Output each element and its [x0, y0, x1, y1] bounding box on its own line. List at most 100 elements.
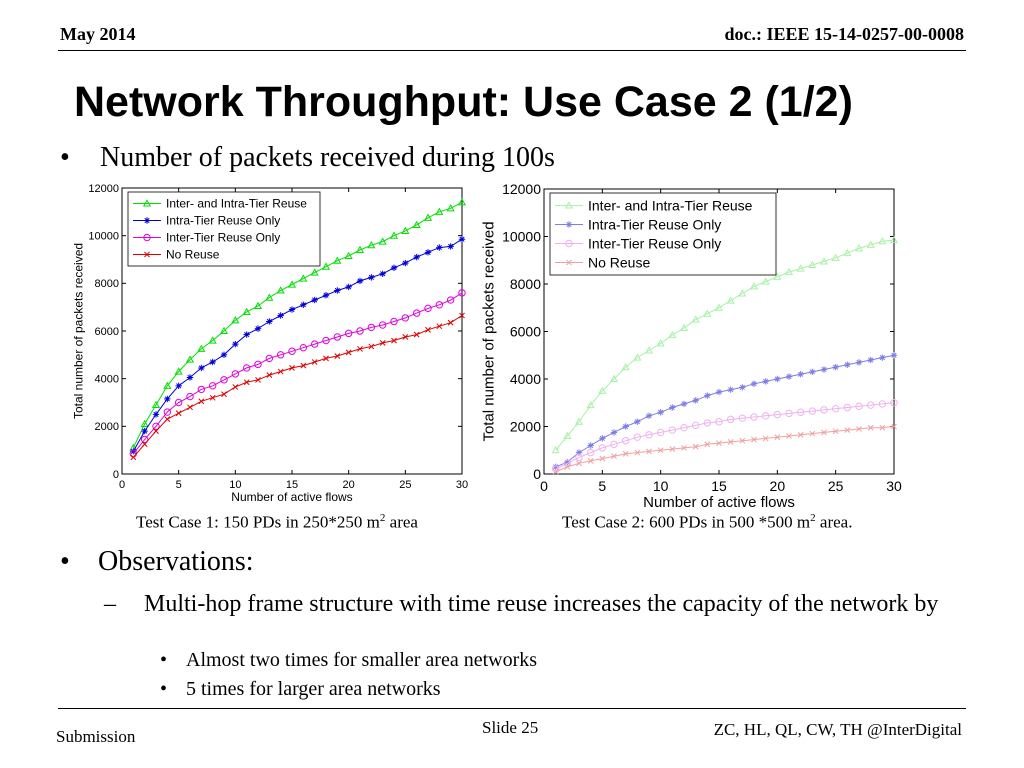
data-point	[220, 351, 228, 359]
y-axis-label: Total number of packets received	[71, 243, 85, 419]
y-tick-label: 2000	[95, 421, 119, 433]
data-point	[762, 378, 769, 385]
series-line	[132, 292, 463, 455]
data-point	[174, 398, 183, 407]
caption-test-case-2: Test Case 2: 600 PDs in 500 *500 m2 area…	[562, 512, 852, 533]
legend-label: Inter-Tier Reuse Only	[166, 231, 280, 245]
data-point	[551, 446, 560, 454]
chart-test-case-1: 0 5 10 15 20 25 30 0 2000 4000 6000 8000 10000 12000 N…	[71, 183, 468, 504]
sub-bullet-dot: •	[160, 678, 168, 700]
data-point	[622, 423, 629, 430]
data-point	[633, 353, 642, 361]
data-point	[785, 409, 793, 418]
caption-right-after: area.	[815, 512, 853, 532]
data-point	[679, 323, 689, 331]
series-2	[551, 399, 898, 473]
series-3	[552, 423, 897, 475]
legend-entry: Intra-Tier Reuse Only	[555, 216, 721, 232]
data-point	[751, 436, 757, 443]
data-point	[867, 424, 874, 431]
y-tick-label: 12000	[88, 183, 119, 195]
data-point	[163, 381, 172, 389]
y-axis-label: Total number of packets received	[481, 221, 498, 441]
data-point	[311, 296, 318, 304]
data-point	[552, 468, 559, 475]
data-point	[322, 336, 330, 345]
data-point	[656, 339, 665, 347]
data-point	[435, 301, 444, 309]
x-tick-label: 0	[119, 479, 125, 491]
data-point	[854, 244, 864, 252]
data-point	[253, 301, 263, 310]
data-point	[140, 435, 149, 444]
legend: Inter- and Intra-Tier Reuse Intra-Tier Re…	[549, 192, 777, 276]
data-point	[368, 274, 375, 281]
data-point	[368, 343, 375, 350]
data-point	[611, 453, 617, 460]
data-point	[716, 440, 722, 447]
data-point	[808, 407, 817, 415]
x-tick-label: 20	[343, 479, 355, 491]
data-point	[130, 448, 137, 455]
data-point	[287, 280, 297, 288]
series-line	[555, 239, 895, 451]
x-tick-label: 25	[828, 478, 844, 494]
footer-authors: ZC, HL, QL, CW, TH @InterDigital	[713, 720, 962, 739]
data-point	[243, 331, 250, 338]
data-point	[175, 382, 182, 390]
header-rule	[58, 50, 966, 51]
data-point	[356, 277, 364, 285]
data-point	[819, 257, 829, 265]
chart-test-case-2: 0 5 10 15 20 25 30 0 2000 4000 6000 8000 10000 12000 N…	[481, 181, 902, 511]
series-line	[555, 402, 895, 470]
legend-entry: No Reuse	[555, 254, 650, 270]
data-point	[242, 364, 251, 372]
data-point	[447, 243, 454, 250]
x-tick-label: 30	[456, 479, 468, 491]
data-point	[621, 362, 630, 371]
y-tick-label: 6000	[95, 326, 119, 338]
caption-left-sup: 2	[379, 512, 386, 524]
data-point	[680, 400, 688, 408]
data-point	[198, 364, 205, 372]
data-point	[174, 367, 183, 375]
data-point	[197, 385, 206, 394]
data-point	[276, 351, 285, 359]
legend-marker	[565, 239, 573, 248]
data-point	[243, 379, 250, 386]
data-point	[645, 431, 653, 439]
data-point	[820, 406, 828, 414]
series-line	[555, 426, 895, 473]
legend-entry: No Reuse	[133, 248, 220, 262]
data-point	[598, 386, 607, 394]
data-point	[220, 376, 228, 384]
data-point	[738, 414, 747, 422]
data-point	[621, 437, 630, 445]
data-point	[378, 321, 387, 329]
data-point	[288, 306, 296, 313]
data-point	[844, 427, 851, 433]
data-point	[423, 213, 433, 221]
bullet-dot: •	[60, 546, 70, 577]
data-point	[221, 391, 227, 398]
sub-item-text: 5 times for larger area networks	[186, 678, 441, 700]
data-point	[197, 344, 206, 352]
data-point	[266, 372, 273, 379]
caption-left-text: Test Case 1: 150 PDs in 250*250 m	[136, 512, 380, 532]
data-point	[300, 362, 307, 369]
data-point	[334, 353, 341, 359]
data-point	[726, 415, 735, 424]
data-point	[821, 429, 827, 436]
data-point	[412, 309, 421, 317]
data-point	[703, 419, 712, 427]
data-point	[242, 307, 251, 315]
data-point	[367, 240, 376, 249]
data-point	[797, 371, 804, 378]
data-point	[844, 361, 851, 368]
data-point	[435, 207, 444, 215]
data-point	[739, 437, 746, 444]
data-point	[796, 264, 805, 272]
data-point	[436, 244, 443, 251]
data-point	[889, 235, 899, 244]
data-point	[367, 323, 376, 332]
